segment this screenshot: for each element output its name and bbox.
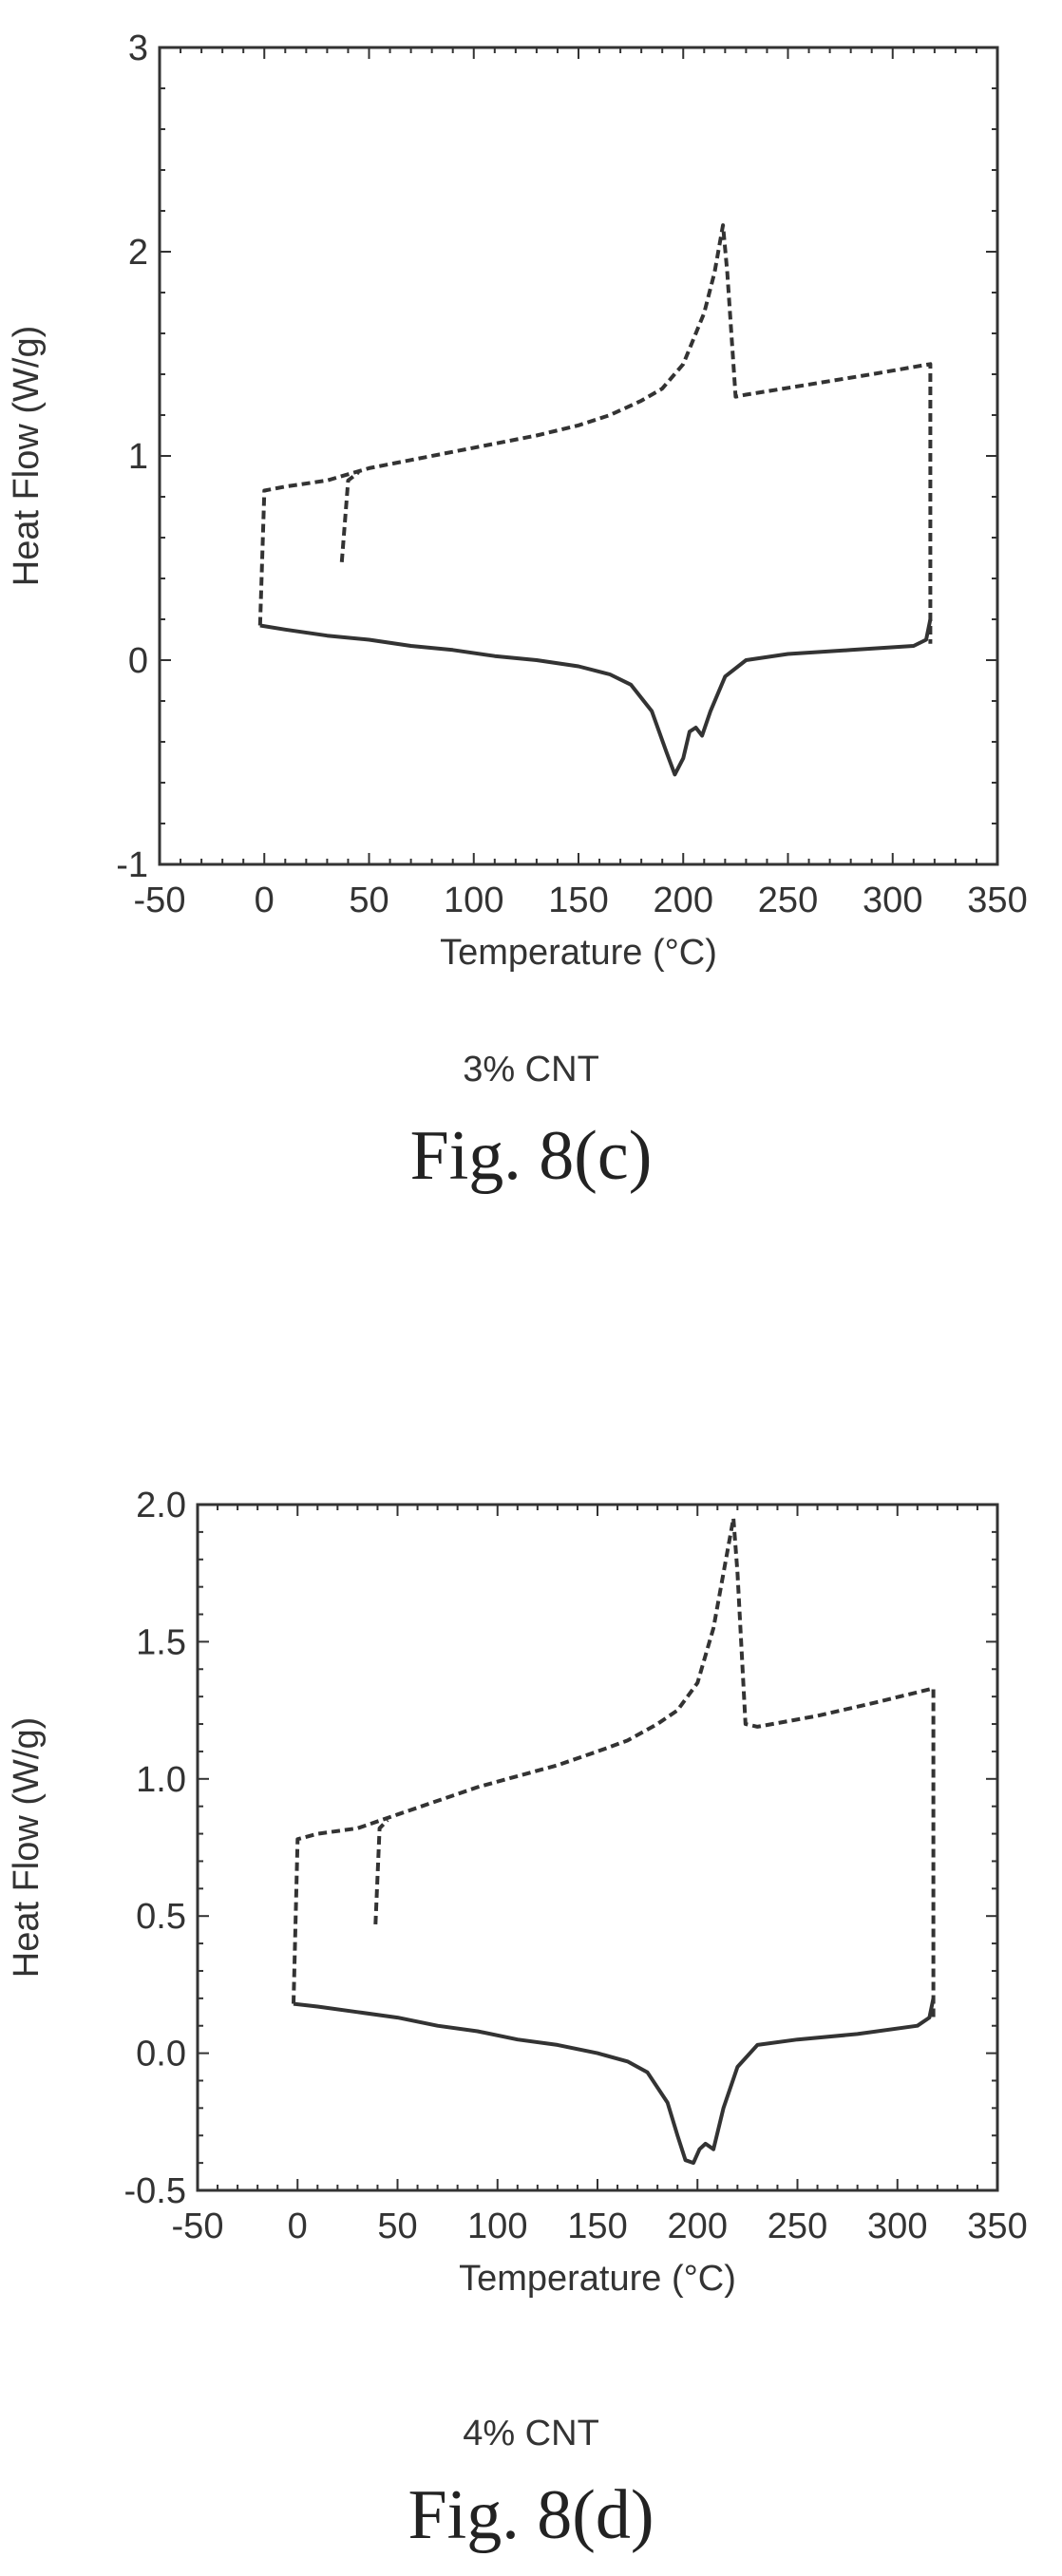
figure-8c: -50 0 50 100 150 200 250 300 350 -1 0 1 2 3 Temperatur… <box>7 28 1028 1195</box>
x-tick-label: -50 <box>134 881 186 920</box>
y-tick-label: 2.0 <box>136 1486 186 1525</box>
x-tick-label: 50 <box>349 881 389 920</box>
solid-series-line <box>293 1998 936 2166</box>
x-tick-label: 300 <box>867 2207 927 2246</box>
y-tick-label: 2 <box>128 233 148 273</box>
solid-series-line <box>259 618 933 777</box>
plot-frame <box>196 1503 999 2192</box>
chart-caption: 4% CNT <box>463 2414 599 2453</box>
x-tick-label: 300 <box>863 881 922 920</box>
chart-3pct-cnt: -50 0 50 100 150 200 250 300 350 -1 0 1 2 3 Temperatur… <box>7 28 1028 973</box>
chart-caption: 3% CNT <box>463 1050 599 1089</box>
y-tick-label: -1 <box>116 845 148 885</box>
x-tick-label: 350 <box>967 881 1027 920</box>
y-axis-title: Heat Flow (W/g) <box>7 326 47 586</box>
x-axis-title: Temperature (°C) <box>440 933 717 973</box>
x-tick-label: 150 <box>548 881 608 920</box>
dashed-series-line <box>373 1818 389 1924</box>
y-axis-title: Heat Flow (W/g) <box>7 1717 47 1978</box>
x-tick-label: 100 <box>467 2207 527 2246</box>
x-tick-label: 0 <box>255 881 275 920</box>
x-tick-label: 50 <box>377 2207 417 2246</box>
x-tick-label: 250 <box>758 881 818 920</box>
dashed-series-line <box>257 223 933 644</box>
figure-8d: -50 0 50 100 150 200 250 300 350 -0.5 0.0 0.5 1.0 1.5… <box>0 1288 1062 2576</box>
x-axis-title: Temperature (°C) <box>459 2259 736 2299</box>
x-tick-label: 150 <box>567 2207 627 2246</box>
y-tick-label: 1.0 <box>136 1760 186 1800</box>
x-tick-label: 350 <box>967 2207 1027 2246</box>
y-tick-label: 0 <box>128 641 148 681</box>
figure-label: Fig. 8(d) <box>408 2476 654 2554</box>
x-tick-label: 200 <box>668 2207 728 2246</box>
x-tick-label: 0 <box>288 2207 308 2246</box>
dashed-series-line <box>339 470 360 562</box>
plot-frame <box>158 46 999 866</box>
dashed-series-line <box>292 1516 936 2020</box>
chart-4pct-cnt: -50 0 50 100 150 200 250 300 350 -0.5 0.0 0.5 1.0 1.5… <box>7 1486 1028 2299</box>
x-tick-label: -50 <box>172 2207 224 2246</box>
y-tick-label: 0.0 <box>136 2035 186 2074</box>
x-tick-label: 100 <box>444 881 503 920</box>
y-tick-label: 0.5 <box>136 1897 186 1937</box>
y-tick-label: 3 <box>128 28 148 68</box>
y-tick-label: -0.5 <box>124 2171 186 2211</box>
x-tick-label: 200 <box>654 881 713 920</box>
y-tick-label: 1.5 <box>136 1622 186 1662</box>
figure-label: Fig. 8(c) <box>409 1117 653 1195</box>
x-tick-label: 250 <box>768 2207 827 2246</box>
y-tick-label: 1 <box>128 437 148 477</box>
